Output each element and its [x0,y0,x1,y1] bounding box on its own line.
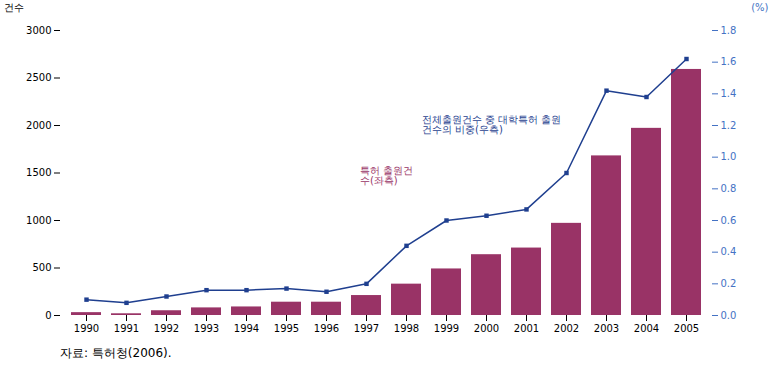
svg-text:1991: 1991 [114,323,139,334]
svg-text:2500: 2500 [26,72,51,83]
svg-text:특허 출원건수(좌측): 특허 출원건수(좌측) [360,165,413,186]
svg-text:2004: 2004 [634,323,659,334]
svg-text:0: 0 [45,310,51,321]
svg-text:1992: 1992 [154,323,179,334]
svg-text:1.4: 1.4 [721,88,737,99]
svg-text:1995: 1995 [274,323,299,334]
svg-text:1990: 1990 [74,323,99,334]
svg-text:1994: 1994 [234,323,259,334]
svg-text:500: 500 [32,262,51,273]
svg-text:1500: 1500 [26,167,51,178]
svg-text:2003: 2003 [594,323,619,334]
svg-text:0.8: 0.8 [721,183,737,194]
svg-text:0.0: 0.0 [721,310,737,321]
svg-text:2002: 2002 [554,323,579,334]
svg-text:2001: 2001 [514,323,539,334]
svg-text:2000: 2000 [26,120,51,131]
html-text:자료: 특허청(2006).: 자료: 특허청(2006). [60,346,172,360]
svg-text:1000: 1000 [26,215,51,226]
svg-text:2005: 2005 [674,323,699,334]
svg-text:2000: 2000 [474,323,499,334]
svg-text:전체출원건수 중 대학특허 출원건수의 비중(우측): 전체출원건수 중 대학특허 출원건수의 비중(우측) [422,114,562,135]
svg-text:(%): (%) [751,2,768,13]
svg-text:건수: 건수 [4,2,24,13]
svg-text:0.2: 0.2 [721,278,737,289]
svg-text:1993: 1993 [194,323,219,334]
svg-text:1.6: 1.6 [721,56,737,67]
svg-text:3000: 3000 [26,25,51,36]
svg-text:1.8: 1.8 [721,25,737,36]
svg-text:1997: 1997 [354,323,379,334]
svg-text:1999: 1999 [434,323,459,334]
svg-text:1.2: 1.2 [721,120,737,131]
svg-text:1.0: 1.0 [721,151,737,162]
svg-text:0.6: 0.6 [721,215,737,226]
svg-text:1996: 1996 [314,323,339,334]
svg-text:1998: 1998 [394,323,419,334]
svg-text:0.4: 0.4 [721,246,737,257]
